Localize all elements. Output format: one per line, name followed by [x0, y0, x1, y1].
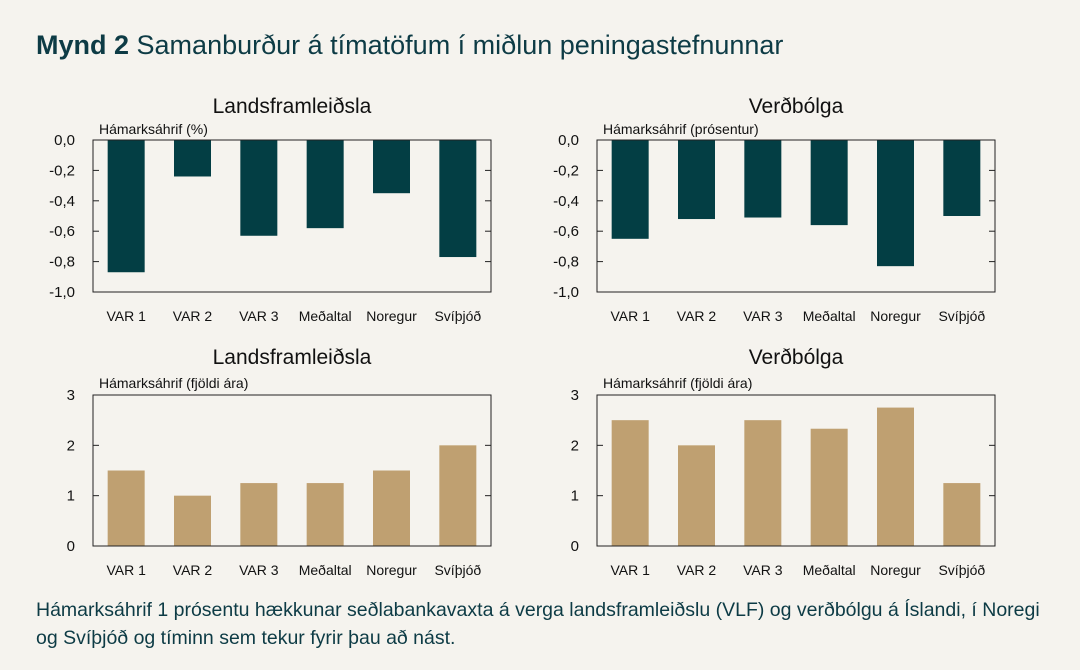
bar-3: [810, 428, 848, 546]
bar-5: [943, 483, 981, 546]
x-tick-label: Meðaltal: [299, 562, 352, 578]
figure-title-text: Samanburður á tímatöfum í miðlun peninga…: [136, 30, 784, 60]
chart-title: Landsframleiðsla: [213, 346, 372, 369]
bar-1: [174, 495, 211, 546]
x-tick-label: VAR 2: [173, 308, 213, 324]
chart-top-left: Landsframleiðsla Hámarksáhrif (%) VAR 1 VAR…: [49, 95, 492, 324]
y-axis-label: Hámarksáhrif (%): [99, 121, 208, 137]
bar-1: [678, 445, 715, 546]
x-tick-label: Noregur: [870, 308, 921, 324]
x-tick-label: Meðaltal: [299, 308, 352, 324]
x-tick-label: Meðaltal: [803, 308, 856, 324]
bar-4: [877, 407, 914, 546]
x-tick-label: Svíþjóð: [938, 562, 985, 578]
bar-0: [107, 140, 145, 273]
y-tick-label: 2: [571, 437, 579, 454]
x-tick-label: VAR 2: [677, 562, 717, 578]
x-tick-label: Noregur: [366, 562, 417, 578]
chart-bottom-right: Verðbólga Hámarksáhrif (fjöldi ára) VAR 1 V…: [571, 346, 996, 578]
x-tick-label: Svíþjóð: [434, 308, 481, 324]
y-axis-label: Hámarksáhrif (fjöldi ára): [603, 375, 752, 391]
figure-label: Mynd 2: [36, 30, 130, 60]
bar-1: [174, 140, 211, 177]
chart-title: Landsframleiðsla: [213, 95, 372, 118]
bar-5: [439, 445, 477, 546]
figure-title: Mynd 2 Samanburður á tímatöfum í miðlun …: [36, 30, 783, 61]
chart-title: Verðbólga: [749, 346, 844, 369]
bar-4: [877, 140, 914, 267]
y-tick-label: 0,0: [558, 132, 579, 149]
x-tick-label: VAR 3: [239, 562, 279, 578]
chart-bottom-left: Landsframleiðsla Hámarksáhrif (fjöldi ára…: [67, 346, 492, 578]
y-tick-label: -0,4: [49, 193, 75, 210]
bar-2: [744, 140, 782, 218]
x-tick-label: VAR 3: [743, 308, 783, 324]
plot-frame: [596, 394, 996, 547]
bar-4: [373, 470, 410, 546]
y-axis-label: Hámarksáhrif (prósentur): [603, 121, 759, 137]
y-tick-label: -0,2: [553, 162, 579, 179]
chart-title: Verðbólga: [749, 95, 844, 118]
y-tick-label: -0,6: [553, 223, 579, 240]
plot-frame: [92, 139, 492, 293]
plot-frame: [596, 139, 996, 293]
bar-3: [306, 483, 344, 546]
y-tick-label: 1: [571, 488, 579, 505]
bar-3: [306, 140, 344, 229]
bar-0: [611, 140, 649, 239]
y-tick-label: -1,0: [553, 284, 579, 301]
y-axis-label: Hámarksáhrif (fjöldi ára): [99, 375, 248, 391]
bar-2: [744, 420, 782, 546]
x-tick-label: VAR 1: [610, 562, 650, 578]
bar-2: [240, 140, 278, 236]
x-tick-label: VAR 1: [106, 308, 146, 324]
bar-0: [611, 420, 649, 546]
x-tick-label: Svíþjóð: [434, 562, 481, 578]
y-tick-label: 0: [571, 538, 579, 555]
x-tick-label: VAR 2: [677, 308, 717, 324]
x-tick-label: VAR 3: [743, 562, 783, 578]
bar-1: [678, 140, 715, 220]
y-tick-label: -0,2: [49, 162, 75, 179]
x-tick-label: VAR 1: [106, 562, 146, 578]
x-tick-label: Meðaltal: [803, 562, 856, 578]
bar-0: [107, 470, 145, 546]
bar-2: [240, 483, 278, 546]
y-tick-label: 0,0: [54, 132, 75, 149]
bar-3: [810, 140, 848, 226]
bar-5: [439, 140, 477, 258]
bar-5: [943, 140, 981, 216]
x-tick-label: Noregur: [870, 562, 921, 578]
chart-top-right: Verðbólga Hámarksáhrif (prósentur) VAR 1 VA…: [553, 95, 996, 324]
y-tick-label: -0,8: [553, 254, 579, 271]
y-tick-label: 0: [67, 538, 75, 555]
y-tick-label: -0,4: [553, 193, 579, 210]
y-tick-label: 3: [67, 387, 75, 404]
x-tick-label: VAR 3: [239, 308, 279, 324]
y-tick-label: 3: [571, 387, 579, 404]
x-tick-label: Noregur: [366, 308, 417, 324]
y-tick-label: -0,6: [49, 223, 75, 240]
plot-frame: [92, 394, 492, 547]
x-tick-label: VAR 1: [610, 308, 650, 324]
y-tick-label: -1,0: [49, 284, 75, 301]
y-tick-label: 2: [67, 437, 75, 454]
x-tick-label: Svíþjóð: [938, 308, 985, 324]
y-tick-label: -0,8: [49, 254, 75, 271]
y-tick-label: 1: [67, 488, 75, 505]
figure-caption: Hámarksáhrif 1 prósentu hækkunar seðlaba…: [36, 599, 1040, 649]
bar-4: [373, 140, 410, 194]
x-tick-label: VAR 2: [173, 562, 213, 578]
